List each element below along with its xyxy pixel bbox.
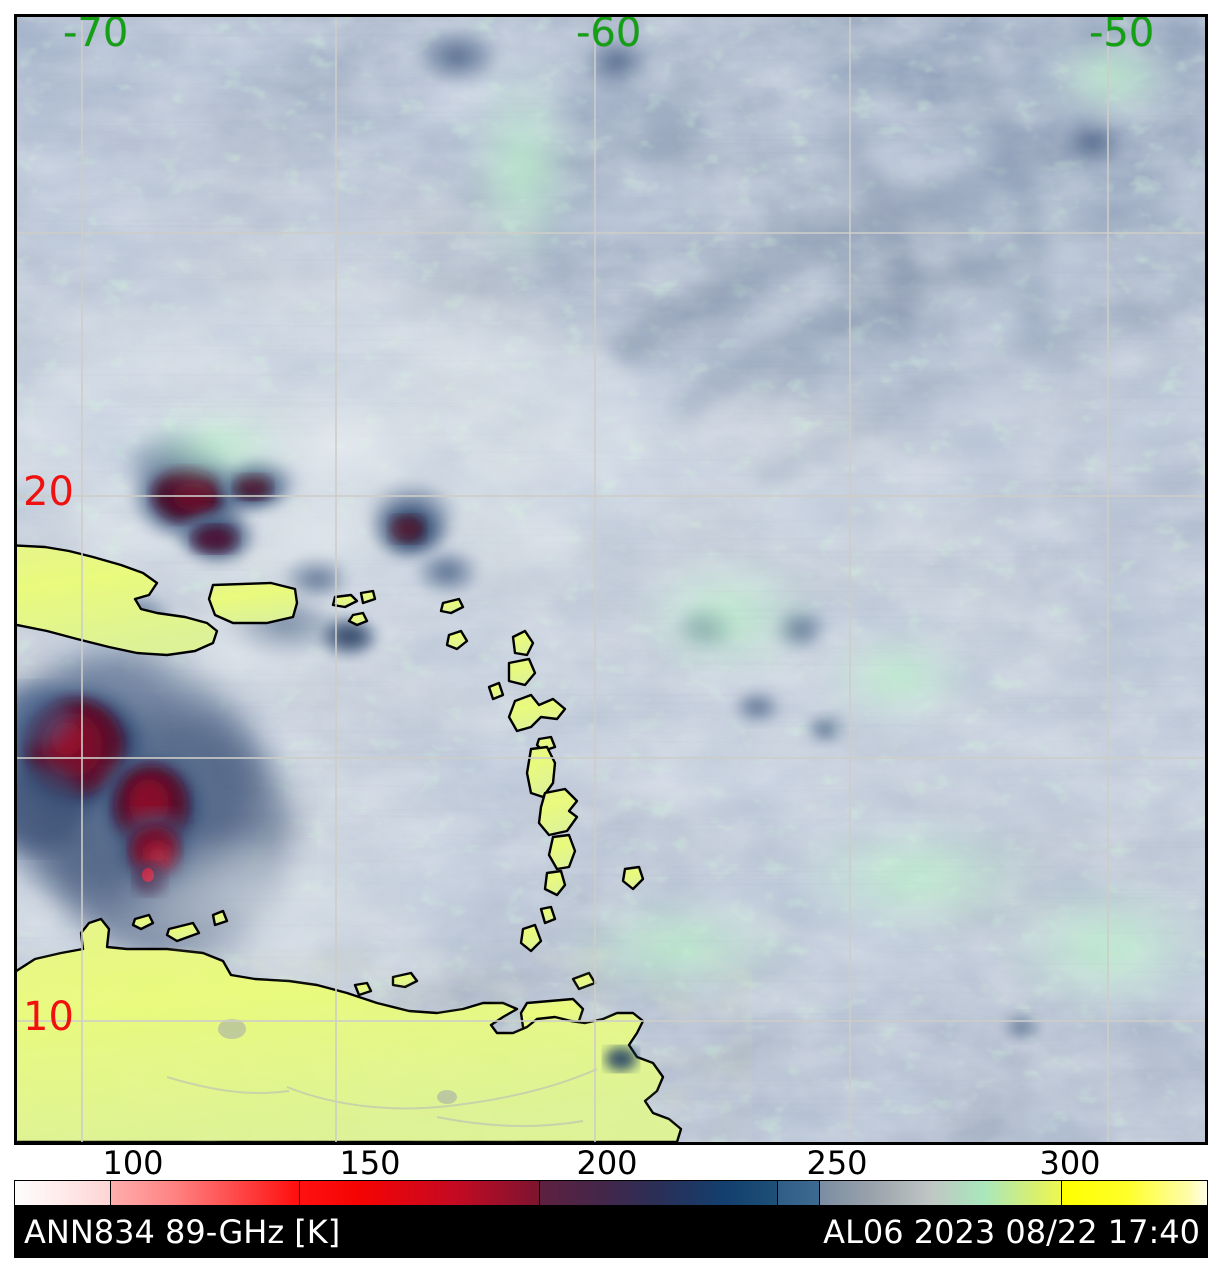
colorbar-segment-yellow — [1062, 1181, 1207, 1205]
gridline-vertical — [594, 17, 596, 1142]
colorbar-tick-250: 250 — [806, 1144, 868, 1182]
colorbar-segment-red-darkred — [300, 1181, 540, 1205]
colorbar-tick-100: 100 — [102, 1144, 164, 1182]
colorbar-segment-gray-green — [820, 1181, 1063, 1205]
gridline-horizontal — [17, 1020, 1205, 1022]
colorbar-segment-steelblue — [778, 1181, 821, 1205]
colorbar-segment-purple-navy — [539, 1181, 779, 1205]
gridline-vertical — [335, 17, 337, 1142]
gridline-vertical — [81, 17, 83, 1142]
colorbar-tick-labels: 100 150 200 250 300 — [14, 1146, 1208, 1180]
gridline-vertical — [1107, 17, 1109, 1142]
colorbar-segment-white-pink — [15, 1181, 112, 1205]
map-panel[interactable]: -70 -60 -50 20 10 — [14, 14, 1208, 1145]
longitude-label-50: -50 — [1089, 14, 1155, 56]
latitude-label-10: 10 — [23, 994, 74, 1040]
gridline-horizontal — [17, 232, 1205, 234]
colorbar[interactable] — [14, 1180, 1208, 1206]
colorbar-tick-150: 150 — [339, 1144, 401, 1182]
gridline-vertical — [849, 17, 851, 1142]
colorbar-segment-pink-red — [111, 1181, 301, 1205]
colorbar-tick-300: 300 — [1039, 1144, 1101, 1182]
longitude-label-60: -60 — [576, 14, 642, 56]
product-sensor-label: ANN834 89-GHz [K] — [24, 1213, 341, 1251]
gridline-horizontal — [17, 757, 1205, 759]
longitude-label-70: -70 — [63, 14, 129, 56]
footer-bar: ANN834 89-GHz [K] AL06 2023 08/22 17:40 — [14, 1206, 1208, 1258]
gridline-horizontal — [17, 495, 1205, 497]
storm-timestamp-label: AL06 2023 08/22 17:40 — [823, 1213, 1200, 1251]
microwave-brightness-temperature-raster — [17, 17, 1205, 1142]
latitude-label-20: 20 — [23, 469, 74, 515]
colorbar-tick-200: 200 — [576, 1144, 638, 1182]
